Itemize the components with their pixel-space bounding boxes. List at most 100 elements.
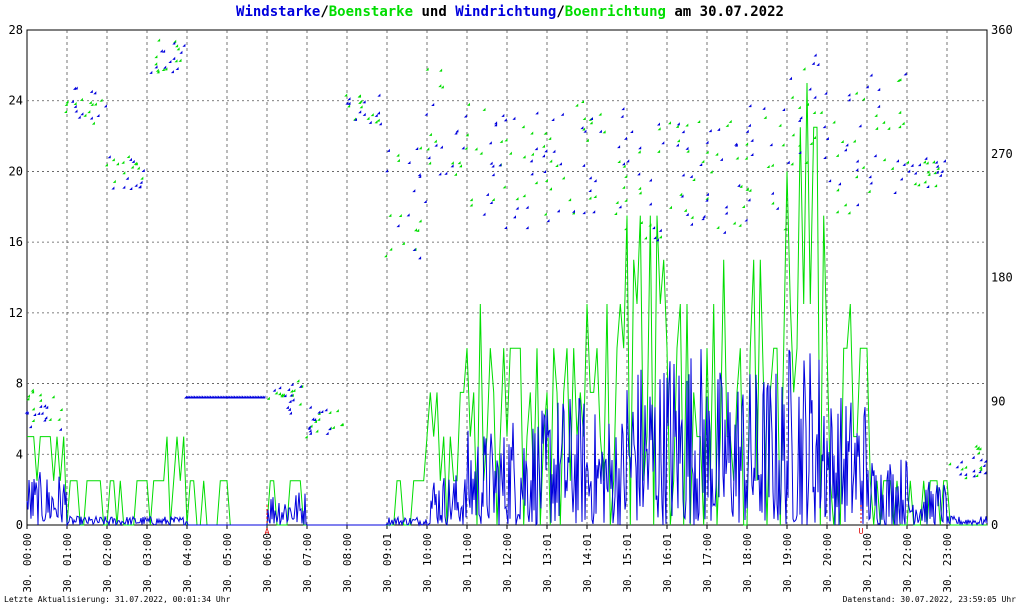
point-boenrichtung xyxy=(882,120,886,124)
point-boenrichtung xyxy=(340,423,344,427)
point-boenrichtung xyxy=(638,191,642,195)
point-windrichtung xyxy=(358,110,362,114)
point-windrichtung xyxy=(648,178,652,182)
point-windrichtung xyxy=(236,395,240,399)
point-boenrichtung xyxy=(418,146,422,150)
point-boenrichtung xyxy=(121,160,125,164)
point-boenrichtung xyxy=(835,210,839,214)
point-windrichtung xyxy=(582,163,586,167)
point-windrichtung xyxy=(734,142,738,146)
point-windrichtung xyxy=(220,395,224,399)
point-boenrichtung xyxy=(598,112,602,116)
point-boenrichtung xyxy=(48,417,52,421)
point-windrichtung xyxy=(125,176,129,180)
point-boenrichtung xyxy=(575,103,579,107)
point-windrichtung xyxy=(525,205,529,209)
point-boenrichtung xyxy=(508,151,512,155)
point-windrichtung xyxy=(211,395,215,399)
point-windrichtung xyxy=(73,86,77,90)
point-boenrichtung xyxy=(304,435,308,439)
point-windrichtung xyxy=(70,99,74,103)
point-windrichtung xyxy=(58,427,62,431)
point-boenrichtung xyxy=(176,47,180,51)
point-windrichtung xyxy=(959,460,963,464)
point-boenrichtung xyxy=(715,152,719,156)
point-boenrichtung xyxy=(174,59,178,63)
point-windrichtung xyxy=(488,141,492,145)
point-windrichtung xyxy=(431,103,435,107)
point-boenrichtung xyxy=(790,162,794,166)
y-left-tick-label: 0 xyxy=(16,518,23,532)
point-windrichtung xyxy=(799,116,803,120)
point-windrichtung xyxy=(89,116,93,120)
point-windrichtung xyxy=(543,170,547,174)
point-windrichtung xyxy=(232,395,236,399)
point-boenrichtung xyxy=(741,205,745,209)
point-boenrichtung xyxy=(835,153,839,157)
point-windrichtung xyxy=(907,169,911,173)
point-boenrichtung xyxy=(585,138,589,142)
point-boenrichtung xyxy=(290,389,294,393)
point-boenrichtung xyxy=(813,136,817,140)
point-windrichtung xyxy=(983,471,987,475)
point-windrichtung xyxy=(308,429,312,433)
point-boenrichtung xyxy=(960,467,964,471)
point-windrichtung xyxy=(162,49,166,53)
point-boenrichtung xyxy=(328,410,332,414)
point-windrichtung xyxy=(412,248,416,252)
point-boenrichtung xyxy=(797,105,801,109)
point-boenrichtung xyxy=(428,132,432,136)
point-windrichtung xyxy=(896,159,900,163)
point-boenrichtung xyxy=(922,160,926,164)
point-boenrichtung xyxy=(978,465,982,469)
point-windrichtung xyxy=(719,157,723,161)
point-windrichtung xyxy=(676,122,680,126)
point-windrichtung xyxy=(163,65,167,69)
point-windrichtung xyxy=(172,56,176,60)
point-windrichtung xyxy=(111,186,115,190)
point-windrichtung xyxy=(201,395,205,399)
point-windrichtung xyxy=(288,399,292,403)
point-boenrichtung xyxy=(274,391,278,395)
point-windrichtung xyxy=(291,398,295,402)
point-boenrichtung xyxy=(65,100,69,104)
point-boenrichtung xyxy=(901,121,905,125)
y-left-tick-label: 24 xyxy=(9,94,23,108)
point-boenrichtung xyxy=(976,451,980,455)
point-boenrichtung xyxy=(88,100,92,104)
point-windrichtung xyxy=(661,141,665,145)
point-windrichtung xyxy=(583,129,587,133)
point-boenrichtung xyxy=(438,84,442,88)
point-windrichtung xyxy=(246,395,250,399)
point-windrichtung xyxy=(598,129,602,133)
point-windrichtung xyxy=(873,154,877,158)
point-windrichtung xyxy=(362,100,366,104)
point-boenrichtung xyxy=(917,183,921,187)
point-windrichtung xyxy=(96,114,100,118)
point-windrichtung xyxy=(940,169,944,173)
point-boenrichtung xyxy=(91,121,95,125)
point-windrichtung xyxy=(847,93,851,97)
point-windrichtung xyxy=(138,185,142,189)
point-boenrichtung xyxy=(906,160,910,164)
point-windrichtung xyxy=(855,159,859,163)
point-windrichtung xyxy=(705,140,709,144)
point-boenrichtung xyxy=(763,115,767,119)
point-boenrichtung xyxy=(104,163,108,167)
point-windrichtung xyxy=(190,395,194,399)
point-windrichtung xyxy=(298,384,302,388)
point-windrichtung xyxy=(811,61,815,65)
point-windrichtung xyxy=(141,169,145,173)
point-boenrichtung xyxy=(735,156,739,160)
point-windrichtung xyxy=(737,183,741,187)
title-gust-speed: Boenstarke xyxy=(328,4,414,20)
point-boenrichtung xyxy=(588,196,592,200)
point-windrichtung xyxy=(39,404,43,408)
point-boenrichtung xyxy=(948,462,952,466)
point-boenrichtung xyxy=(396,153,400,157)
point-windrichtung xyxy=(979,458,983,462)
point-windrichtung xyxy=(175,67,179,71)
point-windrichtung xyxy=(769,143,773,147)
point-boenrichtung xyxy=(861,97,865,101)
point-windrichtung xyxy=(558,162,562,166)
